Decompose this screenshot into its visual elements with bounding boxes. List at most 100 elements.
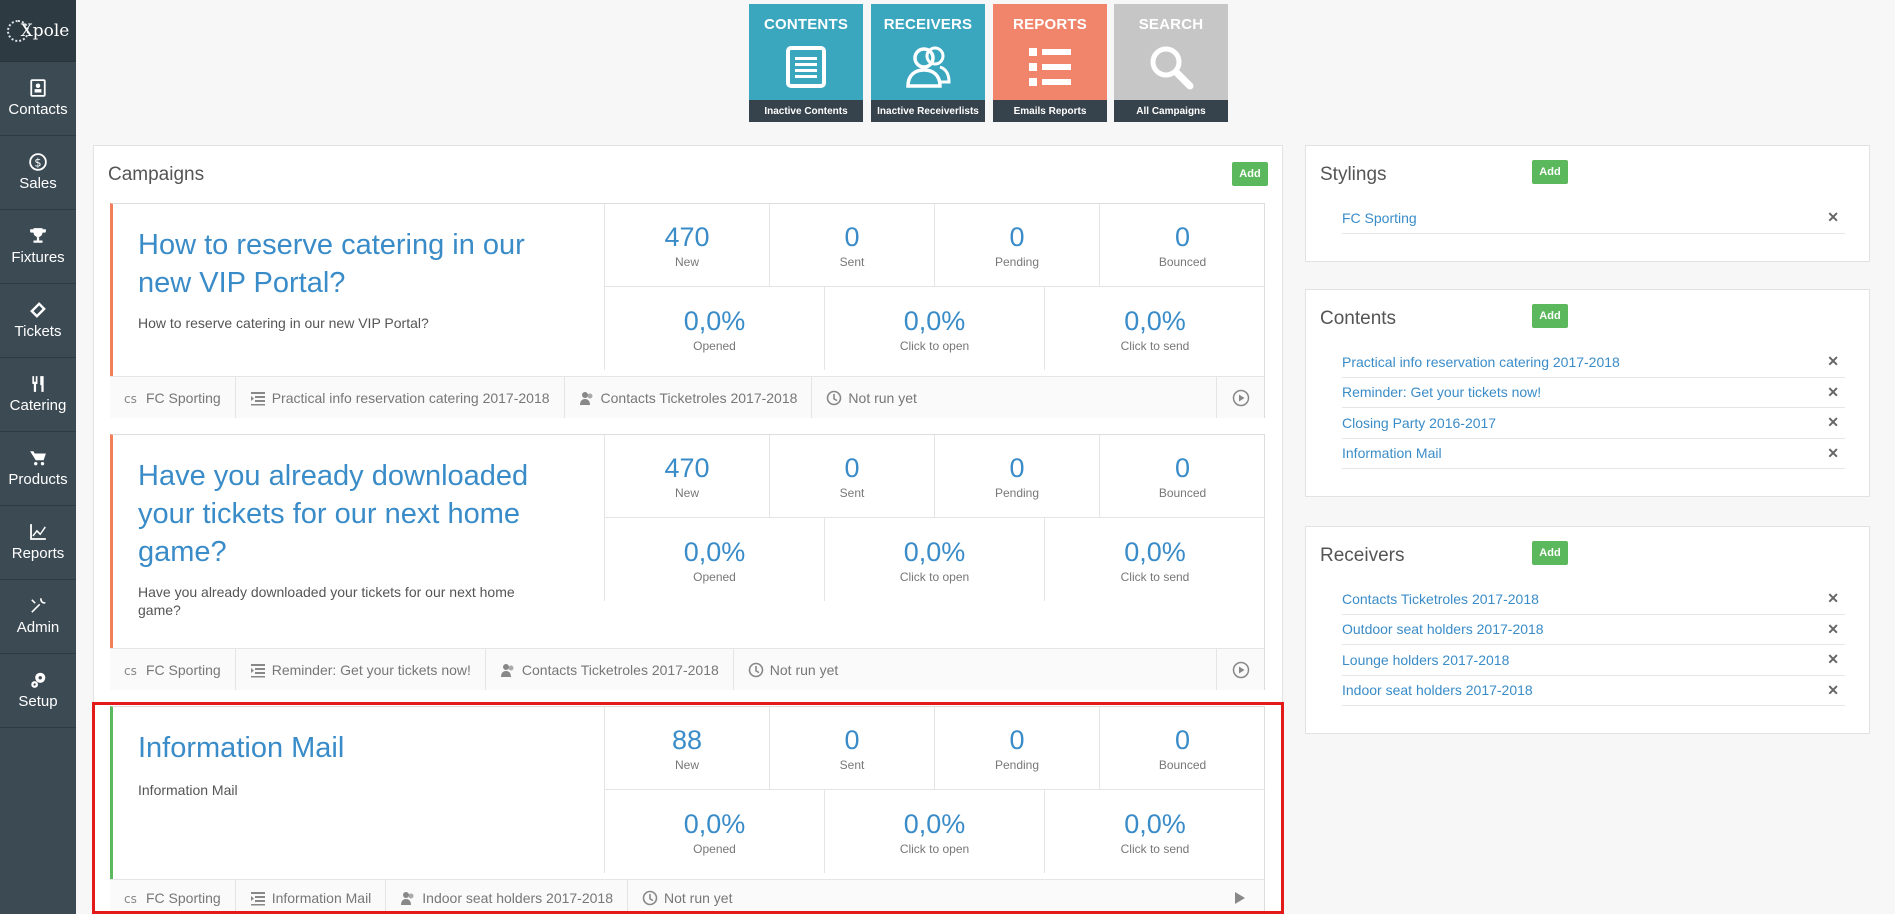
footer-styling[interactable]: cs FC Sporting	[110, 880, 236, 914]
content-link[interactable]: Information Mail	[1342, 445, 1442, 462]
styling-icon: cs	[124, 892, 137, 906]
remove-icon[interactable]: ✕	[1827, 620, 1839, 637]
sidebar-item-contacts[interactable]: Contacts	[0, 62, 76, 136]
sidebar-item-admin[interactable]: Admin	[0, 580, 76, 654]
campaign-footer: cs FC Sporting Reminder: Get your tickets…	[110, 648, 1264, 690]
sidebar-item-sales[interactable]: $ Sales	[0, 136, 76, 210]
campaign-footer: cs FC Sporting Information Mail Indoor se…	[110, 879, 1264, 914]
stat-bounced: 0 Bounced	[1158, 725, 1207, 772]
footer-status: Not run yet	[734, 649, 852, 690]
tile-search[interactable]: SEARCH All Campaigns	[1114, 4, 1228, 122]
campaign-title[interactable]: How to reserve catering in our new VIP P…	[138, 229, 525, 299]
remove-icon[interactable]: ✕	[1827, 651, 1839, 668]
campaign-card: How to reserve catering in our new VIP P…	[110, 203, 1265, 418]
run-campaign-button[interactable]	[1216, 649, 1264, 690]
sidebar-item-setup[interactable]: Setup	[0, 654, 76, 728]
campaign-title[interactable]: Information Mail	[138, 732, 345, 764]
receiver-link[interactable]: Contacts Ticketroles 2017-2018	[1342, 590, 1539, 607]
footer-styling[interactable]: cs FC Sporting	[110, 649, 236, 690]
list-item: Closing Party 2016-2017 ✕	[1342, 408, 1845, 439]
footer-status: Not run yet	[628, 880, 746, 914]
add-content-button[interactable]: Add	[1532, 304, 1568, 328]
sidebar-item-tickets[interactable]: Tickets	[0, 284, 76, 358]
stylings-title: Stylings	[1320, 164, 1387, 185]
sidebar-item-products[interactable]: Products	[0, 432, 76, 506]
content-link[interactable]: Practical info reservation catering 2017…	[1342, 353, 1620, 370]
receiver-link[interactable]: Lounge holders 2017-2018	[1342, 651, 1510, 668]
dollar-icon: $	[29, 153, 47, 171]
remove-icon[interactable]: ✕	[1827, 353, 1839, 370]
add-styling-button[interactable]: Add	[1532, 160, 1568, 184]
sidebar-item-reports[interactable]: Reports	[0, 506, 76, 580]
run-campaign-button[interactable]	[1216, 880, 1264, 914]
list-icon	[1029, 47, 1071, 86]
stat-click-to-open: 0,0% Click to open	[825, 287, 1045, 370]
stat-pending: 0 Pending	[935, 435, 1100, 517]
play-circle-icon	[1232, 661, 1249, 678]
receiver-link[interactable]: Indoor seat holders 2017-2018	[1342, 682, 1533, 699]
footer-content[interactable]: Reminder: Get your tickets now!	[236, 649, 486, 690]
trophy-icon	[30, 228, 46, 243]
footer-content[interactable]: Practical info reservation catering 2017…	[236, 377, 565, 418]
search-icon	[1150, 46, 1194, 89]
remove-icon[interactable]: ✕	[1827, 444, 1839, 461]
play-icon	[1235, 891, 1245, 904]
clock-icon	[748, 662, 764, 677]
footer-receivers[interactable]: Contacts Ticketroles 2017-2018	[486, 649, 734, 690]
stylings-list: FC Sporting ✕	[1342, 203, 1845, 234]
add-receiver-button[interactable]: Add	[1532, 541, 1568, 565]
receivers-icon	[500, 663, 514, 677]
tile-receivers[interactable]: RECEIVERS Inactive Receiverlists	[871, 4, 985, 122]
campaign-title[interactable]: Have you already downloaded your tickets…	[138, 460, 529, 568]
stat-sent: 0 Sent	[770, 435, 935, 517]
stat-new: 470 New	[605, 204, 770, 286]
stat-sent: 0 Sent	[770, 204, 935, 286]
list-item: FC Sporting ✕	[1342, 203, 1845, 234]
clock-icon	[642, 890, 658, 905]
content-icon	[250, 891, 265, 905]
remove-icon[interactable]: ✕	[1827, 681, 1839, 698]
gears-icon	[31, 672, 46, 688]
app-logo[interactable]: Xpole	[0, 0, 76, 62]
add-campaign-button[interactable]: Add	[1232, 162, 1268, 186]
svg-text:cs: cs	[124, 664, 137, 678]
document-icon	[786, 45, 826, 88]
remove-icon[interactable]: ✕	[1827, 414, 1839, 431]
stat-click-to-open: 0,0% Click to open	[825, 518, 1045, 601]
content-icon	[250, 663, 265, 677]
footer-receivers[interactable]: Contacts Ticketroles 2017-2018	[565, 377, 813, 418]
remove-icon[interactable]: ✕	[1827, 590, 1839, 607]
campaign-subtitle: Information Mail	[138, 782, 238, 798]
receiver-link[interactable]: Outdoor seat holders 2017-2018	[1342, 621, 1544, 638]
sidebar-item-fixtures[interactable]: Fixtures	[0, 210, 76, 284]
footer-styling[interactable]: cs FC Sporting	[110, 377, 236, 418]
footer-content[interactable]: Information Mail	[236, 880, 387, 914]
tools-icon	[31, 598, 46, 613]
ticket-icon	[30, 302, 46, 318]
receivers-icon	[401, 891, 414, 905]
stat-opened: 0,0% Opened	[605, 518, 825, 601]
remove-icon[interactable]: ✕	[1827, 383, 1839, 400]
svg-text:cs: cs	[124, 892, 137, 906]
contents-panel: Contents Add Practical info reservation …	[1305, 289, 1870, 497]
content-link[interactable]: Reminder: Get your tickets now!	[1342, 384, 1542, 401]
run-campaign-button[interactable]	[1216, 377, 1264, 418]
stat-opened: 0,0% Opened	[605, 287, 825, 370]
content-link[interactable]: Closing Party 2016-2017	[1342, 414, 1497, 431]
campaign-card: Information Mail Information Mail 88 New …	[110, 706, 1265, 914]
campaign-subtitle: Have you already downloaded your tickets…	[138, 584, 515, 618]
campaign-subtitle: How to reserve catering in our new VIP P…	[138, 315, 429, 331]
campaign-card: Have you already downloaded your tickets…	[110, 434, 1265, 690]
sidebar-item-catering[interactable]: Catering	[0, 358, 76, 432]
users-icon	[906, 46, 951, 88]
clock-icon	[827, 390, 842, 405]
stat-pending: 0 Pending	[935, 204, 1100, 286]
stat-sent: 0 Sent	[770, 707, 935, 789]
stat-bounced: 0 Bounced	[1158, 222, 1207, 269]
tile-contents[interactable]: CONTENTS Inactive Contents	[749, 4, 863, 122]
content-icon	[250, 391, 265, 405]
styling-link[interactable]: FC Sporting	[1342, 209, 1417, 226]
tile-reports[interactable]: REPORTS Emails Reports	[993, 4, 1107, 122]
footer-receivers[interactable]: Indoor seat holders 2017-2018	[386, 880, 628, 914]
remove-icon[interactable]: ✕	[1827, 209, 1839, 226]
